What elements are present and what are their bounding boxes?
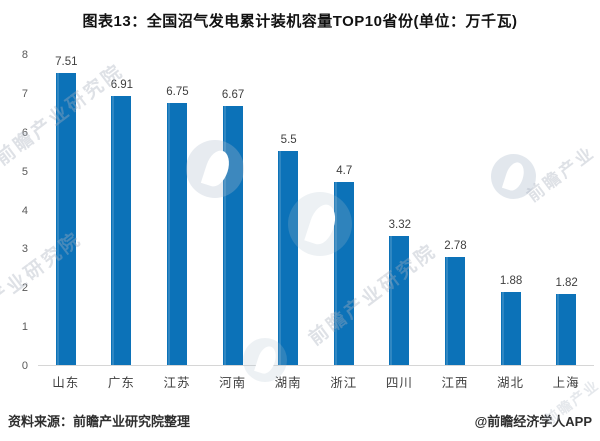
value-label: 6.91 bbox=[110, 79, 134, 92]
category-label-上海: 上海 bbox=[552, 376, 580, 390]
bar-group: 2.78 bbox=[427, 55, 483, 365]
category-label-湖北: 湖北 bbox=[497, 376, 525, 390]
y-axis-tick-label: 0 bbox=[21, 360, 28, 372]
value-label: 1.82 bbox=[555, 277, 578, 290]
value-label: 6.67 bbox=[221, 88, 245, 101]
bar-湖南: 5.5 bbox=[278, 134, 299, 365]
bar-上海: 1.82 bbox=[555, 277, 578, 365]
category-label-四川: 四川 bbox=[385, 376, 413, 390]
chart-title: 图表13：全国沼气发电累计装机容量TOP10省份(单位：万千瓦) bbox=[82, 13, 518, 30]
bar-湖北: 1.88 bbox=[500, 275, 522, 365]
bar-江苏: 6.75 bbox=[166, 86, 189, 365]
bar-group: 4.7 bbox=[316, 55, 372, 365]
value-label: 2.78 bbox=[444, 239, 467, 252]
value-label: 4.7 bbox=[336, 165, 353, 178]
y-axis-tick-label: 8 bbox=[21, 49, 28, 61]
bar-浙江: 4.7 bbox=[333, 165, 354, 365]
footer: 资料来源：前瞻产业研究院整理 @前瞻经济学人APP bbox=[8, 411, 592, 430]
y-axis-tick-label: 7 bbox=[21, 87, 28, 100]
bar-group: 5.5 bbox=[260, 55, 316, 365]
bar-group: 1.88 bbox=[483, 55, 539, 365]
bar-group: 6.75 bbox=[149, 55, 205, 365]
source-note: 资料来源：前瞻产业研究院整理 bbox=[8, 414, 191, 429]
category-label-山东: 山东 bbox=[52, 376, 80, 390]
y-axis-tick-label: 2 bbox=[21, 282, 28, 295]
y-axis-tick-label: 3 bbox=[21, 243, 28, 256]
bar-广东: 6.91 bbox=[111, 79, 133, 365]
value-label: 3.32 bbox=[388, 218, 412, 231]
category-label-河南: 河南 bbox=[219, 376, 247, 390]
category-label-湖南: 湖南 bbox=[274, 376, 302, 390]
bar-group: 6.91 bbox=[94, 55, 150, 365]
bar-山东: 7.51 bbox=[55, 56, 77, 365]
bar-group: 1.82 bbox=[538, 55, 594, 365]
category-label-浙江: 浙江 bbox=[330, 376, 358, 390]
y-axis-tick-label: 6 bbox=[21, 126, 28, 139]
bar-江西: 2.78 bbox=[444, 240, 467, 365]
y-axis: 0 1 2 3 4 5 6 7 8 bbox=[0, 49, 31, 372]
plot-area: 7.51 6.91 6.75 6.67 5.5 4.7 3.32 2.78 1.88 1.82 bbox=[38, 55, 594, 366]
category-label-江苏: 江苏 bbox=[163, 376, 191, 390]
y-axis-tick-label: 4 bbox=[21, 204, 28, 217]
bar-河南: 6.67 bbox=[222, 89, 244, 365]
y-axis-tick-label: 5 bbox=[21, 165, 28, 178]
value-label: 6.75 bbox=[166, 85, 189, 98]
category-label-江西: 江西 bbox=[441, 376, 469, 390]
value-label: 5.5 bbox=[280, 134, 297, 147]
x-axis: 山东 广东 江苏 河南 湖南 浙江 四川 江西 湖北 上海 bbox=[38, 372, 594, 391]
value-label: 1.88 bbox=[499, 274, 523, 287]
bar-group: 6.67 bbox=[205, 55, 261, 365]
bar-四川: 3.32 bbox=[389, 219, 411, 365]
value-label: 7.51 bbox=[55, 56, 78, 68]
bar-group: 7.51 bbox=[38, 55, 94, 365]
y-axis-tick-label: 1 bbox=[21, 321, 28, 334]
category-label-广东: 广东 bbox=[107, 376, 135, 390]
bar-group: 3.32 bbox=[372, 55, 428, 365]
brand-note: @前瞻经济学人APP bbox=[474, 414, 592, 429]
